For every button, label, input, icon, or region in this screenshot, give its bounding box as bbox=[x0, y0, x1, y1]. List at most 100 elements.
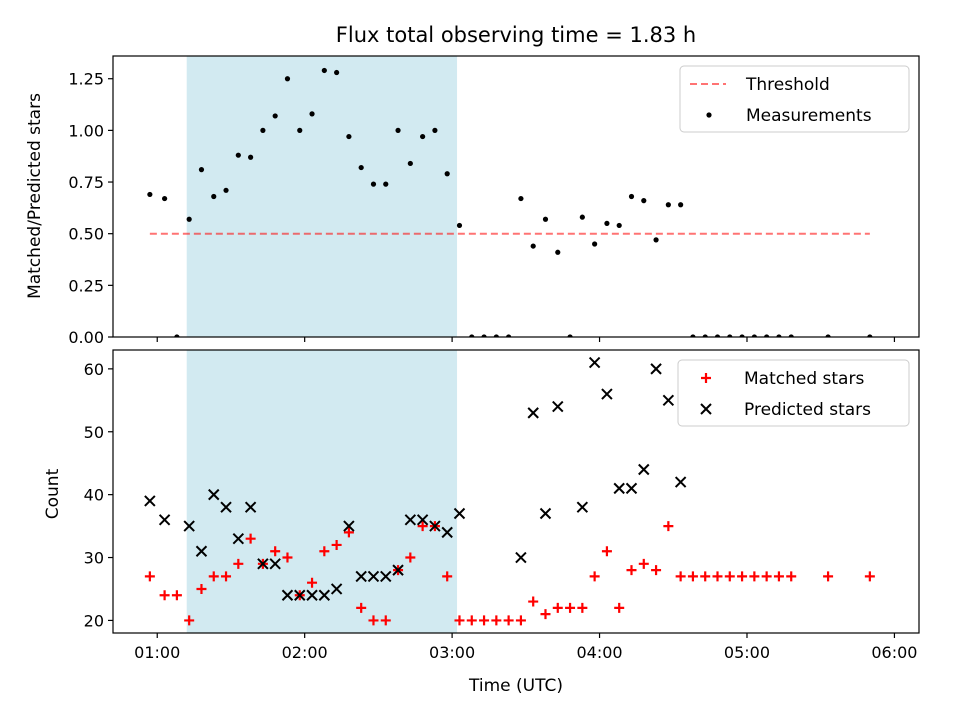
top-y-axis-label: Matched/Predicted stars bbox=[25, 93, 45, 299]
predicted-star-marker bbox=[429, 520, 441, 532]
matched-star-marker bbox=[651, 565, 662, 576]
matched-star-marker bbox=[786, 571, 797, 582]
measurement-point bbox=[690, 334, 696, 337]
legend-box bbox=[679, 65, 910, 133]
y-tick-label: 0.50 bbox=[68, 225, 104, 244]
predicted-star-marker bbox=[552, 400, 564, 413]
measurement-point bbox=[739, 334, 745, 337]
predicted-star-marker bbox=[195, 545, 208, 557]
predicted-star-marker bbox=[588, 356, 601, 369]
measurement-point bbox=[174, 334, 180, 337]
measurement-point bbox=[641, 198, 647, 204]
matched-star-marker bbox=[638, 558, 649, 569]
predicted-star-marker bbox=[662, 394, 675, 407]
matched-star-marker bbox=[552, 602, 563, 613]
predicted-star-marker bbox=[404, 514, 417, 526]
predicted-star-marker bbox=[306, 589, 318, 601]
observing-span-shade bbox=[186, 56, 458, 337]
legend-label: Measurements bbox=[746, 106, 872, 126]
measurement-point bbox=[186, 216, 192, 222]
matched-star-marker bbox=[356, 602, 367, 613]
axes-frame bbox=[112, 55, 920, 338]
measurement-point bbox=[604, 220, 610, 226]
measurement-point bbox=[567, 334, 573, 337]
matched-star-marker bbox=[307, 577, 318, 588]
measurement-point bbox=[395, 127, 401, 133]
predicted-star-marker bbox=[625, 482, 638, 495]
measurement-point bbox=[764, 334, 770, 337]
y-tick-label: 30 bbox=[84, 549, 104, 568]
y-tick-label: 0.00 bbox=[68, 328, 104, 347]
matched-star-marker bbox=[687, 571, 698, 582]
predicted-star-marker bbox=[527, 407, 539, 419]
predicted-star-marker bbox=[355, 570, 367, 583]
predicted-star-marker bbox=[453, 507, 466, 520]
y-tick-label: 20 bbox=[84, 611, 104, 630]
x-tick-label: 04:00 bbox=[576, 643, 622, 662]
predicted-star-marker bbox=[244, 501, 257, 513]
matched-star-marker bbox=[196, 583, 207, 594]
predicted-star-marker bbox=[539, 507, 552, 520]
y-tick-label: 1.25 bbox=[68, 70, 104, 89]
measurement-point bbox=[432, 127, 438, 133]
measurement-point bbox=[309, 111, 315, 117]
measurement-point bbox=[481, 334, 487, 337]
predicted-star-marker bbox=[343, 520, 355, 532]
measurement-point bbox=[678, 202, 684, 208]
matched-star-marker bbox=[749, 571, 760, 582]
measurement-point bbox=[469, 334, 475, 337]
matched-star-marker bbox=[675, 571, 686, 582]
x-tick-label: 06:00 bbox=[871, 643, 917, 662]
measurement-point bbox=[456, 222, 463, 229]
measurement-point bbox=[420, 133, 426, 140]
measurement-point bbox=[358, 164, 364, 171]
predicted-star-marker bbox=[318, 589, 331, 601]
legend-label: Matched stars bbox=[744, 369, 864, 389]
measurement-point bbox=[297, 127, 303, 133]
matched-star-marker bbox=[479, 615, 490, 626]
bottom-panel: 20 30 40 50 60 01:00 02:00 03:00 04:00 05:00 06:00… bbox=[84, 349, 920, 662]
predicted-star-marker bbox=[601, 388, 613, 400]
legend-label: Predicted stars bbox=[744, 400, 871, 420]
matched-star-marker bbox=[454, 615, 465, 626]
predicted-star-marker bbox=[380, 570, 392, 583]
matched-star-marker bbox=[368, 615, 379, 626]
measurement-point bbox=[334, 69, 340, 76]
matched-star-marker bbox=[589, 571, 600, 582]
measurement-point bbox=[579, 214, 585, 220]
measurement-point bbox=[506, 334, 512, 337]
y-tick-label: 1.00 bbox=[68, 121, 104, 140]
matched-star-marker bbox=[221, 571, 232, 582]
measurement-point bbox=[665, 202, 671, 208]
x-tick-label: 03:00 bbox=[429, 643, 475, 662]
measurement-point bbox=[542, 216, 549, 222]
legend-measurement-swatch bbox=[706, 112, 712, 118]
measurement-point bbox=[555, 249, 561, 255]
top-panel: 0.00 0.25 0.50 0.75 1.00 1.25 Threshold Measure… bbox=[68, 55, 920, 347]
measurement-point bbox=[727, 334, 733, 337]
predicted-star-marker bbox=[257, 558, 269, 570]
predicted-star-marker bbox=[638, 463, 650, 476]
observing-span-shade bbox=[186, 350, 458, 633]
matched-star-marker bbox=[528, 596, 539, 607]
predicted-star-marker bbox=[294, 589, 306, 601]
measurement-point bbox=[788, 334, 794, 337]
legend-predicted-swatch bbox=[700, 403, 712, 415]
measurement-point bbox=[702, 334, 708, 337]
measurement-point bbox=[407, 160, 413, 167]
matched-star-marker bbox=[144, 571, 155, 582]
matched-star-marker bbox=[700, 571, 711, 582]
predicted-star-marker bbox=[613, 482, 625, 495]
predicted-star-marker bbox=[158, 514, 171, 526]
matched-star-marker bbox=[540, 609, 551, 620]
measurement-point bbox=[211, 193, 217, 200]
predicted-star-marker bbox=[144, 495, 156, 507]
matched-star-marker bbox=[712, 571, 723, 582]
matched-star-marker bbox=[208, 571, 219, 582]
measurement-point bbox=[235, 152, 241, 158]
matched-star-marker bbox=[343, 527, 354, 538]
matched-star-marker bbox=[503, 615, 514, 626]
measurement-point bbox=[260, 127, 266, 133]
predicted-star-marker bbox=[650, 363, 662, 375]
